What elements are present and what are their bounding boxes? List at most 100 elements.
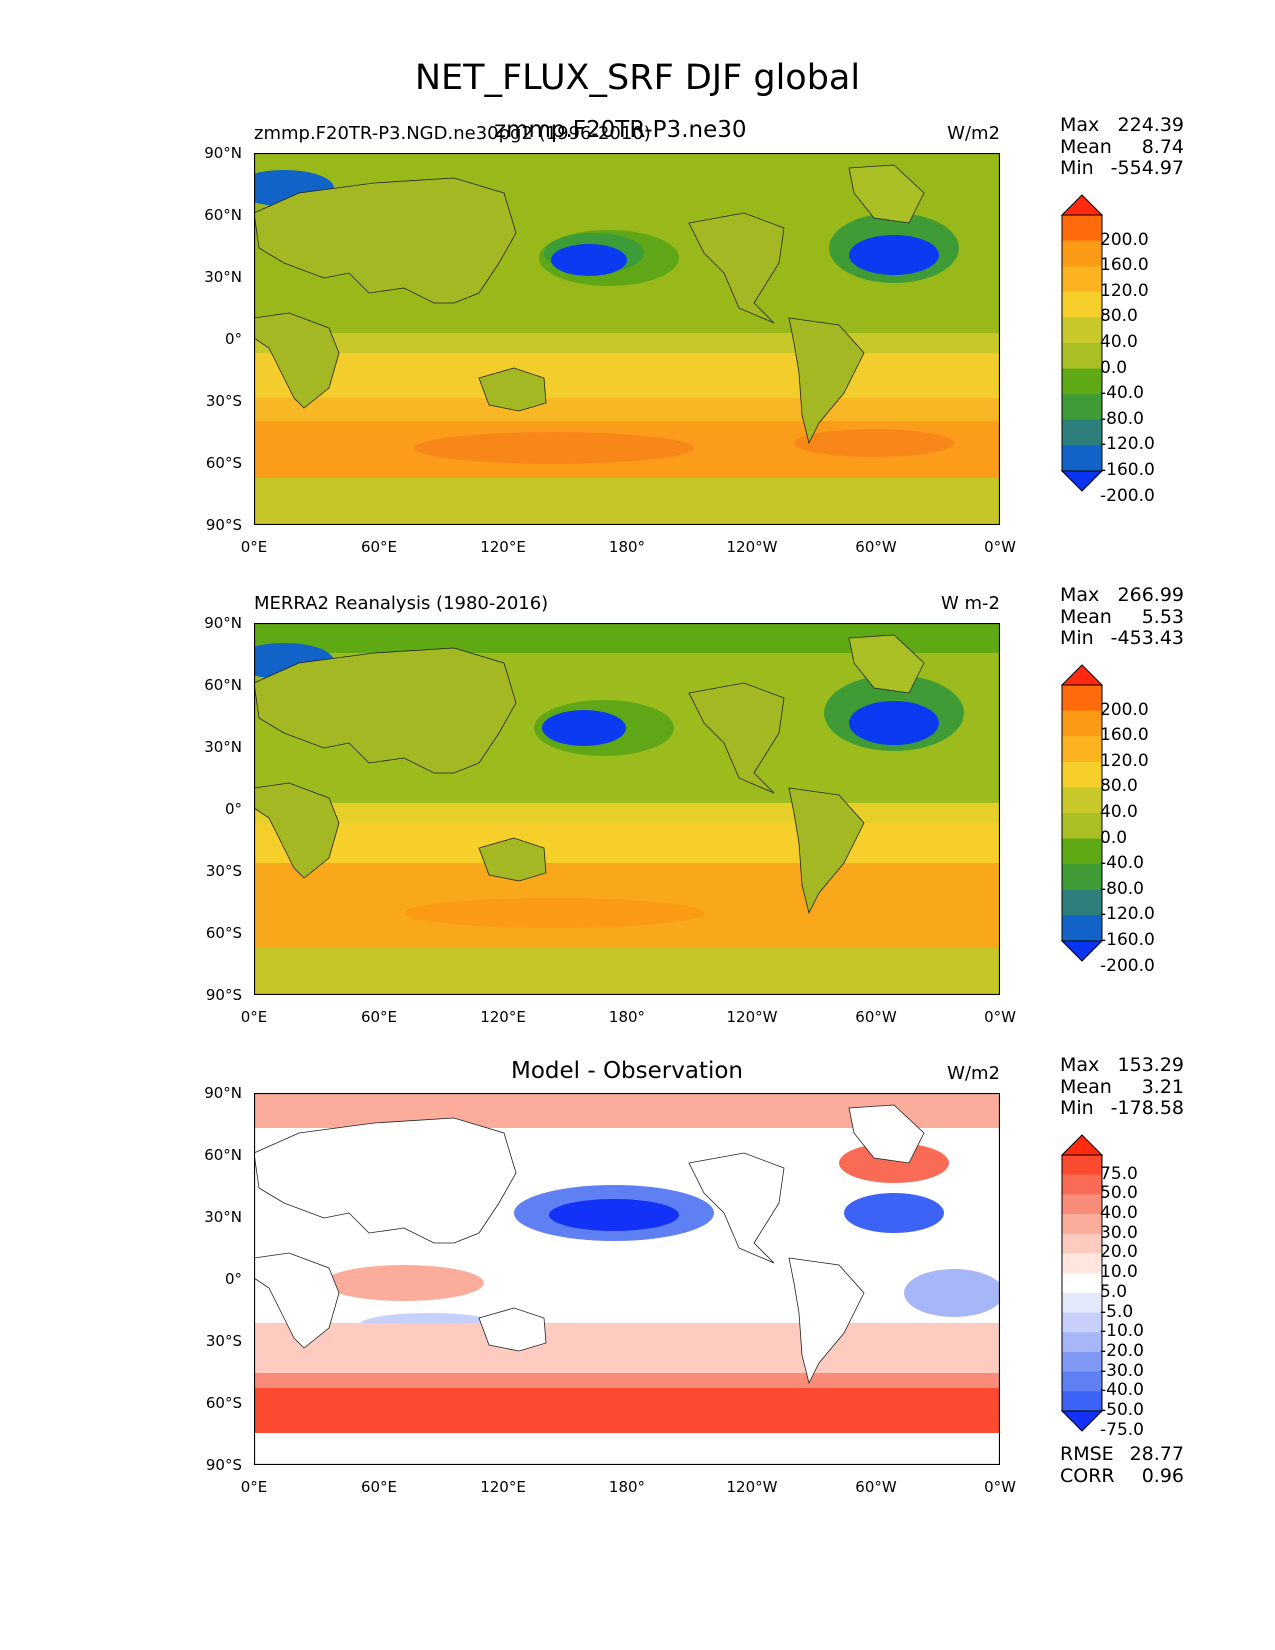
colorbar-segment	[1062, 1214, 1102, 1235]
colorbar-tick-label: 75.0	[1100, 1163, 1138, 1184]
panel2-stat-max: 266.99	[1117, 584, 1184, 606]
p3-ytick-90s: 90°S	[205, 1456, 242, 1474]
colorbar-tick-label: -40.0	[1100, 383, 1144, 404]
figure-title: NET_FLUX_SRF DJF global	[414, 58, 861, 98]
p1-xtick-0e: 0°E	[240, 538, 268, 556]
panel2-map	[254, 623, 1000, 995]
colorbar-tick-label: -20.0	[1100, 1340, 1144, 1361]
p3-xtick-0e: 0°E	[240, 1478, 268, 1496]
colorbar-tick-label: -120.0	[1100, 904, 1155, 925]
colorbar-segment	[1062, 736, 1102, 763]
p2-xtick-120e: 120°E	[480, 1008, 526, 1026]
p3-xtick-120e: 120°E	[480, 1478, 526, 1496]
p1-ytick-60n: 60°N	[204, 206, 242, 224]
p2-xtick-0e: 0°E	[240, 1008, 268, 1026]
colorbar-segment	[1062, 215, 1102, 242]
colorbar-tick-label: 40.0	[1100, 332, 1138, 352]
colorbar-tick-label: 50.0	[1100, 1183, 1138, 1204]
p2-xtick-0w: 0°W	[984, 1008, 1016, 1026]
colorbar-tick-label: 120.0	[1100, 280, 1149, 301]
stat-rmse-label: RMSE	[1060, 1443, 1114, 1465]
colorbar-segment	[1062, 1253, 1102, 1274]
colorbar-segment	[1062, 864, 1102, 891]
continents	[254, 164, 925, 445]
panel1-colorbar	[1060, 194, 1104, 492]
panel2-colorbar	[1060, 664, 1104, 962]
colorbar-tick-label: 10.0	[1100, 1262, 1138, 1283]
panel3-colorbar	[1060, 1134, 1104, 1432]
stat-max-label: Max	[1060, 584, 1100, 606]
stat-mean-label: Mean	[1060, 605, 1112, 628]
continents	[254, 1104, 925, 1385]
p1-xtick-180: 180°	[608, 538, 646, 556]
continents	[254, 634, 925, 915]
colorbar-extend-min	[1060, 940, 1104, 962]
p2-xtick-60w: 60°W	[855, 1008, 897, 1026]
p1-ytick-60s: 60°S	[205, 454, 242, 472]
p2-ytick-60n: 60°N	[204, 676, 242, 694]
colorbar-tick-label: -80.0	[1100, 408, 1144, 429]
colorbar-tick-label: 5.0	[1100, 1281, 1128, 1302]
panel3-stats: Max 153.29 Mean 3.21 Min -178.58	[1060, 1054, 1184, 1120]
panel3-title: Model - Observation	[510, 1058, 744, 1084]
panel1-units: W/m2	[947, 123, 1000, 144]
p2-ytick-0: 0°	[224, 800, 242, 818]
p3-ytick-90n: 90°N	[204, 1084, 242, 1102]
panel1-map	[254, 153, 1000, 525]
panel1-stat-max: 224.39	[1117, 114, 1184, 136]
p3-xtick-180: 180°	[608, 1478, 646, 1496]
colorbar-tick-label: -200.0	[1100, 955, 1155, 976]
p3-xtick-120w: 120°W	[726, 1478, 778, 1496]
colorbar-tick-label: 0.0	[1100, 357, 1128, 378]
p2-xtick-120w: 120°W	[726, 1008, 778, 1026]
panel3-stat-min: -178.58	[1110, 1097, 1184, 1119]
colorbar-segment	[1062, 1233, 1102, 1254]
panel3-stat-corr: 0.96	[1141, 1464, 1184, 1487]
colorbar-tick-label: -75.0	[1100, 1419, 1144, 1440]
colorbar-tick-label: -40.0	[1100, 853, 1144, 874]
colorbar-segment	[1062, 710, 1102, 737]
stat-min-label: Min	[1060, 1097, 1094, 1119]
p1-ytick-90s: 90°S	[205, 516, 242, 534]
colorbar-segment	[1062, 838, 1102, 865]
colorbar-extend-max	[1060, 664, 1104, 686]
colorbar-tick-label: 80.0	[1100, 776, 1138, 797]
p2-ytick-30s: 30°S	[205, 862, 242, 880]
panel1-stats: Max 224.39 Mean 8.74 Min -554.97	[1060, 114, 1184, 180]
p1-ytick-90n: 90°N	[204, 144, 242, 162]
p3-xtick-0w: 0°W	[984, 1478, 1016, 1496]
colorbar-segment	[1062, 1391, 1102, 1412]
p2-xtick-180: 180°	[608, 1008, 646, 1026]
colorbar-tick-label: 40.0	[1100, 1203, 1138, 1224]
p1-xtick-60e: 60°E	[360, 538, 398, 556]
p3-ytick-60n: 60°N	[204, 1146, 242, 1164]
p2-xtick-60e: 60°E	[360, 1008, 398, 1026]
stat-min-label: Min	[1060, 157, 1094, 179]
colorbar-tick-label: -160.0	[1100, 460, 1155, 480]
p2-ytick-60s: 60°S	[205, 924, 242, 942]
colorbar-tick-label: 0.0	[1100, 827, 1128, 848]
panel1-stat-min: -554.97	[1110, 157, 1184, 179]
panel2-left-label: MERRA2 Reanalysis (1980-2016)	[254, 593, 549, 614]
stat-max-label: Max	[1060, 114, 1100, 136]
panel3-stat-max: 153.29	[1117, 1054, 1184, 1076]
colorbar-segment	[1062, 445, 1102, 472]
colorbar-extend-min	[1060, 1410, 1104, 1432]
p2-ytick-30n: 30°N	[204, 738, 242, 756]
colorbar-segment	[1062, 1292, 1102, 1314]
colorbar-segment	[1062, 1273, 1102, 1294]
colorbar-extend-min	[1060, 470, 1104, 492]
colorbar-segment	[1062, 1351, 1102, 1373]
p1-xtick-120e: 120°E	[480, 538, 526, 556]
colorbar-segment	[1062, 291, 1102, 318]
panel1-center-label: zmmp.F20TR-P3.ne30	[494, 117, 747, 143]
negative-flux-regions	[254, 643, 964, 756]
panel3-units: W/m2	[947, 1063, 1000, 1084]
colorbar-tick-label: -200.0	[1100, 485, 1155, 506]
colorbar-segment	[1062, 343, 1102, 370]
colorbar-segment	[1062, 266, 1102, 293]
p3-xtick-60w: 60°W	[855, 1478, 897, 1496]
panel1-left-label: zmmp.F20TR-P3.NGD.ne30pg2 (1996-2010)	[254, 123, 651, 144]
ocean-field	[254, 153, 1000, 525]
colorbar-tick-label: -10.0	[1100, 1321, 1144, 1342]
